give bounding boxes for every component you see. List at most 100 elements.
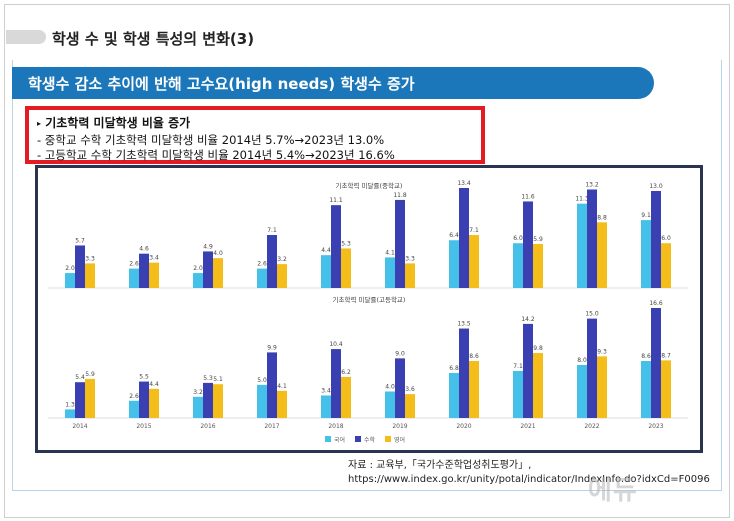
data-label-1-2015-수학: 4.6 [139,246,149,253]
data-label-1-2014-수학: 5.7 [75,237,85,244]
bar-2-2021-영어 [533,353,543,418]
bar-1-2015-수학 [139,253,149,288]
data-label-2-2015-국어: 2.6 [129,393,139,400]
data-label-2-2022-영어: 9.3 [597,348,607,355]
chart-title-1: 기초학력 미달률(중학교) [336,181,403,190]
bar-1-2017-수학 [267,235,277,288]
bar-2-2018-영어 [341,376,351,418]
data-label-2-2022-국어: 8.0 [577,357,587,364]
bar-1-2017-영어 [277,264,287,288]
data-label-1-2020-국어: 6.4 [449,232,459,239]
bar-2-2022-국어 [577,364,587,418]
data-label-1-2016-국어: 2.0 [193,265,203,272]
bar-2-2022-수학 [587,318,597,418]
legend-swatch-국어 [325,436,331,442]
bar-1-2020-영어 [469,235,479,288]
data-label-2-2015-영어: 4.4 [149,381,159,388]
bar-2-2020-수학 [459,328,469,418]
bar-2-2021-수학 [523,323,533,418]
data-label-2-2014-수학: 5.4 [75,374,85,381]
data-label-2-2018-수학: 10.4 [329,341,343,348]
bar-1-2021-영어 [533,243,543,288]
bar-2-2016-영어 [213,384,223,418]
data-label-2-2023-국어: 8.6 [641,353,651,360]
bar-1-2020-국어 [449,240,459,288]
data-label-1-2016-수학: 4.9 [203,243,213,250]
bar-1-2023-수학 [651,190,661,288]
bar-1-2023-영어 [661,243,671,288]
bar-1-2015-영어 [149,262,159,288]
data-label-2-2020-영어: 8.6 [469,353,479,360]
data-label-1-2015-영어: 3.4 [149,255,159,262]
bar-2-2014-국어 [65,409,75,418]
data-label-2-2016-영어: 5.1 [213,376,223,383]
source-line-2: https://www.index.go.kr/unity/potal/indi… [348,474,710,485]
bar-2-2016-수학 [203,382,213,418]
watermark-logo: 에듀 [588,476,638,506]
banner [12,67,654,99]
highlight-line-high-school: - 고등학교 수학 기초학력 미달학생 비율 2014년 5.4%→2023년 … [37,148,395,162]
page-title: 학생 수 및 학생 특성의 변화(3) [52,30,255,48]
bar-1-2023-국어 [641,220,651,288]
x-tick-label-2019: 2019 [392,423,407,430]
chart-frame: 기초학력 미달률(중학교) 2.0 5.7 3.3 2.6 4.6 3.4 2.0 4.9 4.0… [35,165,703,453]
data-label-1-2018-국어: 4.4 [321,247,331,254]
data-label-1-2023-영어: 6.0 [661,235,671,242]
title-accent-bar [6,30,46,44]
data-label-2-2017-국어: 5.0 [257,377,267,384]
bar-1-2022-국어 [577,203,587,288]
bar-2-2017-국어 [257,384,267,418]
legend-label-국어: 국어 [334,436,345,444]
data-label-2-2017-영어: 4.1 [277,383,287,390]
bar-1-2015-국어 [129,268,139,288]
data-label-1-2021-국어: 6.0 [513,235,523,242]
data-label-1-2018-수학: 11.1 [329,197,343,204]
bar-2-2015-영어 [149,388,159,418]
data-label-2-2015-수학: 5.5 [139,374,149,381]
data-label-2-2019-수학: 9.0 [395,350,405,357]
data-label-1-2022-국어: 11.3 [575,196,589,203]
data-label-1-2016-영어: 4.0 [213,250,223,257]
bar-2-2015-국어 [129,400,139,418]
legend-swatch-수학 [355,436,361,442]
bar-2-2019-국어 [385,391,395,418]
data-label-2-2016-국어: 3.2 [193,389,203,396]
highlight-box: ▸ 기초학력 미달학생 비율 증가 - 중학교 수학 기초학력 미달학생 비율 … [25,106,485,164]
data-label-2-2016-수학: 5.3 [203,375,213,382]
data-label-1-2018-영어: 5.3 [341,240,351,247]
bar-2-2019-수학 [395,358,405,418]
bar-1-2016-수학 [203,251,213,288]
bullet-icon: ▸ [37,119,42,128]
data-label-2-2021-영어: 9.8 [533,345,543,352]
data-label-1-2017-수학: 7.1 [267,227,277,234]
bar-1-2022-영어 [597,222,607,288]
x-tick-label-2018: 2018 [328,423,343,430]
bar-2-2020-영어 [469,361,479,418]
bar-2-2023-국어 [641,361,651,418]
bar-1-2016-국어 [193,273,203,288]
data-label-1-2014-국어: 2.0 [65,265,75,272]
data-label-1-2020-영어: 7.1 [469,227,479,234]
data-label-2-2018-국어: 3.4 [321,387,331,394]
bar-1-2021-수학 [523,201,533,288]
data-label-1-2014-영어: 3.3 [85,255,95,262]
bar-2-2021-국어 [513,370,523,418]
bar-2-2018-국어 [321,395,331,418]
x-tick-label-2014: 2014 [72,423,87,430]
data-label-1-2020-수학: 13.4 [457,180,471,187]
data-label-1-2015-국어: 2.6 [129,261,139,268]
bar-1-2018-국어 [321,255,331,288]
legend-swatch-영어 [385,436,391,442]
bar-1-2018-수학 [331,205,341,288]
bar-1-2017-국어 [257,268,267,288]
bar-2-2023-영어 [661,360,671,418]
bar-2-2019-영어 [405,394,415,418]
banner-text: 학생수 감소 추이에 반해 고수요(high needs) 학생수 증가 [28,75,415,93]
data-label-1-2022-수학: 13.2 [585,181,599,188]
data-label-2-2021-국어: 7.1 [513,363,523,370]
bar-1-2016-영어 [213,258,223,288]
data-label-1-2023-수학: 13.0 [649,183,663,190]
bar-1-2014-수학 [75,245,85,288]
x-tick-label-2015: 2015 [136,423,151,430]
bar-1-2019-국어 [385,257,395,288]
